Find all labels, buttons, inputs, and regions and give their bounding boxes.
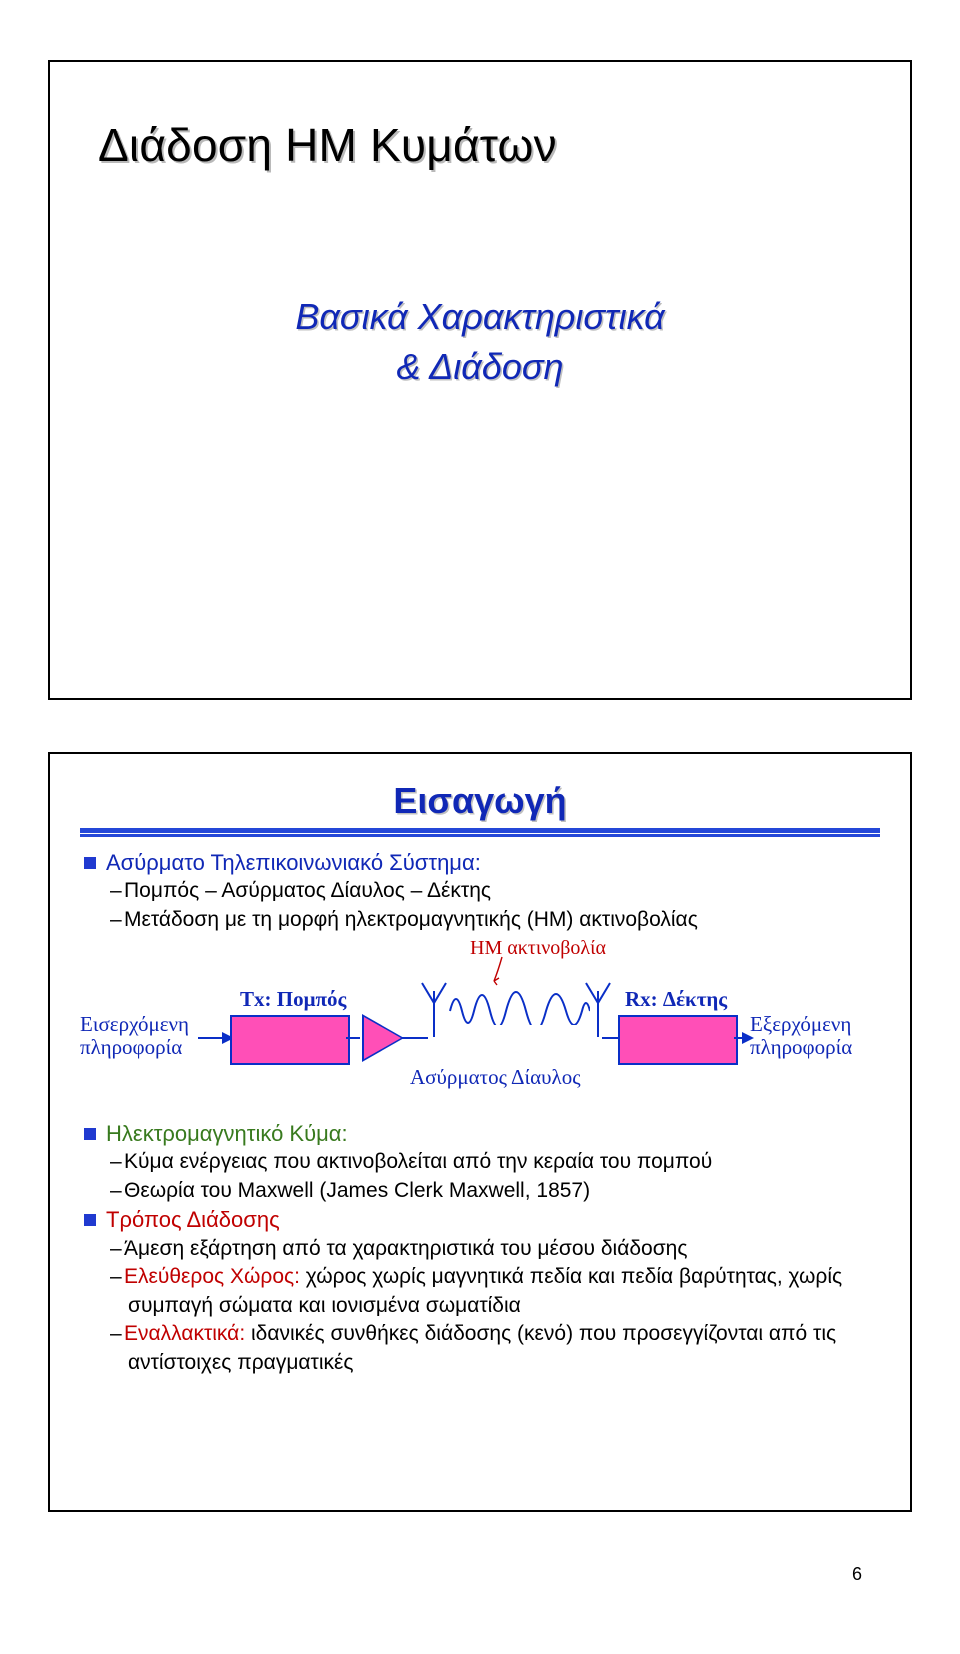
bullet-em-sub2: –Θεωρία του Maxwell (James Clerk Maxwell… xyxy=(128,1177,880,1206)
slide1-sub-line2: & Διάδοση xyxy=(396,346,563,387)
slide-2-frame: Εισαγωγή Ασύρματο Τηλεπικοινωνιακό Σύστη… xyxy=(48,752,912,1512)
bullet-prop-sub1: –Άμεση εξάρτηση από τα χαρακτηριστικά το… xyxy=(128,1235,880,1264)
tx-box xyxy=(230,1015,350,1065)
bullet-system-sub2: –Μετάδοση με τη μορφή ηλεκτρομαγνητικής … xyxy=(128,906,880,935)
bullet-prop-label: Τρόπος Διάδοσης xyxy=(106,1207,280,1232)
slide1-main-title: Διάδοση ΗΜ Κυμάτων xyxy=(98,118,870,172)
bullet-prop-sub2: –Ελεύθερος Χώρος: χώρος χωρίς μαγνητικά … xyxy=(128,1263,880,1320)
line-tx-amp xyxy=(346,1037,360,1039)
amplifier-icon xyxy=(362,1014,404,1062)
slide2-title: Εισαγωγή xyxy=(80,780,880,822)
label-incoming-info: Εισερχόμενη πληροφορία xyxy=(80,1013,189,1059)
bullet-system-sub1: –Πομπός – Ασύρματος Δίαυλος – Δέκτης xyxy=(128,877,880,906)
label-channel: Ασύρματος Δίαυλος xyxy=(410,1065,581,1090)
alt-label: Εναλλακτικά: xyxy=(124,1322,245,1345)
bullet-system: Ασύρματο Τηλεπικοινωνιακό Σύστημα: xyxy=(84,848,880,877)
arrow-out-head-icon xyxy=(742,1032,754,1044)
label-rx: Rx: Δέκτης xyxy=(625,987,727,1012)
bullet-square-icon xyxy=(84,1128,96,1140)
bullet-system-label: Ασύρματο Τηλεπικοινωνιακό Σύστημα: xyxy=(106,850,481,875)
bullet-em-label: Ηλεκτρομαγνητικό Κύμα: xyxy=(106,1121,348,1146)
free-space-label: Ελεύθερος Χώρος: xyxy=(124,1265,300,1288)
label-hm-radiation: ΗΜ ακτινοβολία xyxy=(470,937,606,960)
slide1-sub-line1: Βασικά Χαρακτηριστικά xyxy=(295,296,664,337)
bullet-prop-sub3: –Εναλλακτικά: ιδανικές συνθήκες διάδοσης… xyxy=(128,1320,880,1377)
transmission-diagram: ΗΜ ακτινοβολία Tx: Πομπός Rx: Δέκτης Εισ… xyxy=(90,943,850,1111)
bullet-propagation: Τρόπος Διάδοσης xyxy=(84,1205,880,1234)
rx-antenna-icon xyxy=(584,981,616,1041)
bullet-square-icon xyxy=(84,857,96,869)
bullet-square-icon xyxy=(84,1214,96,1226)
line-ant-rx xyxy=(602,1037,618,1039)
bullet-em-sub1: –Κύμα ενέργειας που ακτινοβολείται από τ… xyxy=(128,1148,880,1177)
rx-box xyxy=(618,1015,738,1065)
label-tx: Tx: Πομπός xyxy=(240,987,346,1012)
slide1-subtitle: Βασικά Χαρακτηριστικά & Διάδοση xyxy=(90,292,870,393)
page-number: 6 xyxy=(48,1564,862,1585)
em-wave-icon xyxy=(448,981,590,1025)
title-underline xyxy=(80,828,880,838)
label-outgoing-info: Εξερχόμενη πληροφορία xyxy=(750,1013,852,1059)
bullet-em-wave: Ηλεκτρομαγνητικό Κύμα: xyxy=(84,1119,880,1148)
slide-1-frame: Διάδοση ΗΜ Κυμάτων Βασικά Χαρακτηριστικά… xyxy=(48,60,912,700)
